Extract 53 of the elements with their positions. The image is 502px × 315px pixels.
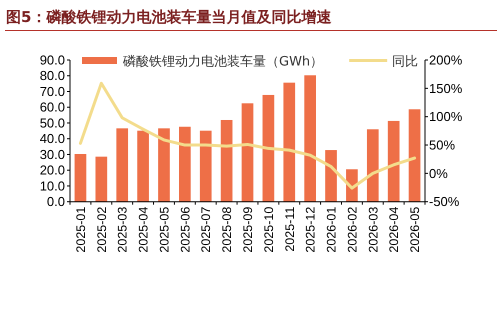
- x-tick-label: 2026-03: [366, 206, 380, 253]
- x-tick-label: 2025-01: [74, 206, 88, 253]
- y2-tick-label: 100%: [429, 109, 463, 124]
- y2-tick-label: -50%: [429, 194, 460, 210]
- x-tick-label: 2026-04: [387, 206, 402, 253]
- bar: [137, 130, 149, 202]
- bar: [325, 150, 337, 202]
- x-tick-label: 2025-02: [94, 206, 109, 253]
- bar: [200, 130, 212, 202]
- y2-tick-label: 0%: [429, 166, 448, 181]
- x-tick-label: 2026-05: [408, 206, 422, 253]
- bar: [158, 128, 170, 202]
- x-tick-label: 2025-06: [178, 206, 192, 253]
- bar: [283, 82, 296, 202]
- y-tick-label: 20.0: [40, 162, 65, 178]
- bar: [220, 120, 232, 202]
- legend-label: 同比: [392, 54, 418, 70]
- x-tick-label: 2026-02: [345, 206, 360, 253]
- x-tick-label: 2025-05: [157, 206, 172, 253]
- y-tick-label: 90.0: [40, 52, 65, 68]
- y-tick-label: 70.0: [40, 84, 65, 99]
- bar: [388, 120, 400, 202]
- x-tick-label: 2025-11: [282, 206, 297, 252]
- x-tick-label: 2025-09: [241, 206, 255, 253]
- x-tick-label: 2025-03: [116, 206, 130, 253]
- bar: [95, 156, 108, 202]
- bar: [304, 75, 316, 202]
- x-tick-label: 2025-12: [304, 206, 318, 253]
- legend-label: 磷酸铁锂动力电池装车量（GWh）: [122, 54, 324, 70]
- y2-tick-label: 50%: [429, 138, 456, 153]
- bar: [366, 129, 379, 202]
- y-tick-label: 10.0: [40, 178, 65, 194]
- y-tick-label: 30.0: [40, 146, 65, 162]
- y-tick-label: 40.0: [40, 131, 65, 146]
- y-tick-label: 50.0: [40, 115, 65, 130]
- y-tick-label: 80.0: [40, 68, 65, 84]
- bar: [262, 94, 274, 202]
- y2-tick-label: 150%: [429, 80, 463, 96]
- x-tick-label: 2025-04: [136, 206, 151, 253]
- y2-tick-label: 200%: [429, 52, 463, 68]
- bar: [179, 126, 191, 202]
- chart-title: 图5：磷酸铁锂动力电池装车量当月值及同比增速: [6, 8, 332, 26]
- x-tick-label: 2025-08: [220, 206, 234, 253]
- line-series: [78, 82, 416, 190]
- x-tick-label: 2025-07: [199, 206, 214, 253]
- bar: [408, 109, 420, 202]
- bar: [242, 103, 254, 202]
- x-tick-label: 2026-01: [324, 206, 339, 253]
- x-tick-label: 2025-10: [262, 206, 276, 253]
- y-tick-label: 60.0: [40, 100, 65, 115]
- y-tick-label: 0.0: [46, 194, 65, 210]
- bar: [74, 154, 86, 202]
- bar: [116, 128, 128, 202]
